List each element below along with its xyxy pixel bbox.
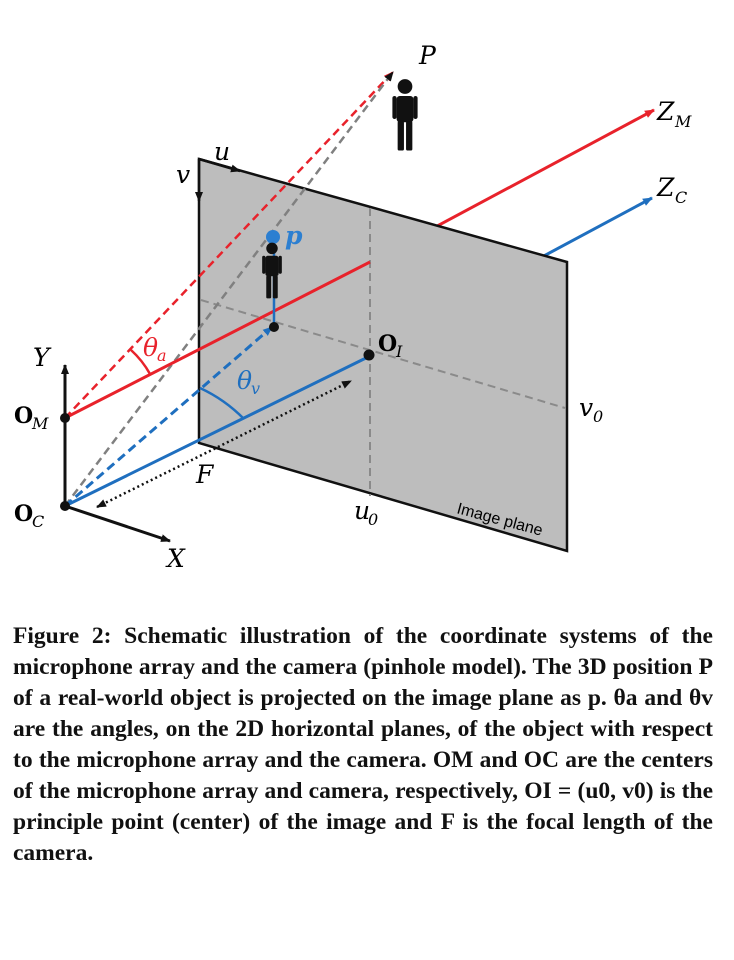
- person-icon: [392, 79, 418, 151]
- svg-text:0: 0: [593, 407, 603, 426]
- label-v: v: [176, 160, 190, 189]
- svg-text:u: u: [354, 496, 370, 525]
- svg-text:v: v: [251, 379, 260, 398]
- mic-center-point: [60, 413, 70, 423]
- x-axis: [64, 504, 171, 543]
- figure-caption: Figure 2: Schematic illustration of the …: [13, 623, 713, 866]
- u-axis: [198, 157, 241, 173]
- label-OC: O C: [14, 501, 44, 531]
- svg-text:C: C: [32, 512, 44, 531]
- svg-text:Z: Z: [656, 97, 675, 126]
- label-u0: u 0: [354, 496, 378, 529]
- focal-length-arrow: [96, 379, 352, 509]
- mic-sight-line: [64, 71, 394, 419]
- svg-text:Z: Z: [656, 173, 675, 202]
- theta-v-arc: [199, 386, 245, 420]
- svg-text:O: O: [378, 331, 397, 357]
- label-F: F: [195, 460, 215, 489]
- label-p: p: [285, 221, 303, 250]
- svg-text:a: a: [157, 346, 167, 365]
- theta-a-arc: [130, 349, 152, 375]
- label-OM: O M: [14, 403, 49, 433]
- svg-text:M: M: [31, 414, 49, 433]
- principal-point: [363, 349, 375, 361]
- v0-guide-line: [200, 299, 566, 409]
- projected-point-p: [266, 230, 280, 244]
- svg-text:I: I: [395, 342, 403, 361]
- svg-text:M: M: [674, 112, 692, 131]
- svg-text:O: O: [14, 403, 33, 429]
- label-ZM: Z M: [656, 97, 692, 131]
- svg-text:v: v: [579, 393, 593, 422]
- svg-text:θ: θ: [143, 333, 158, 362]
- label-u: u: [214, 137, 230, 166]
- coordinate-system-diagram: P p Z M Z C u v O I θ a θ v Y O M O C X …: [14, 41, 692, 573]
- svg-text:C: C: [675, 188, 687, 207]
- cam-center-point: [60, 501, 70, 511]
- cam-ray-z-far: [539, 196, 653, 260]
- label-P: P: [418, 41, 437, 70]
- projection-foot-point: [269, 322, 279, 332]
- label-X: X: [165, 544, 186, 573]
- label-ZC: Z C: [656, 173, 687, 207]
- label-OI: O I: [378, 331, 403, 361]
- svg-text:0: 0: [368, 510, 378, 529]
- label-v0: v 0: [579, 393, 603, 426]
- label-theta-v: θ v: [237, 366, 260, 398]
- svg-text:θ: θ: [237, 366, 252, 395]
- label-Y: Y: [33, 343, 52, 372]
- label-theta-a: θ a: [143, 333, 167, 365]
- svg-text:O: O: [14, 501, 33, 527]
